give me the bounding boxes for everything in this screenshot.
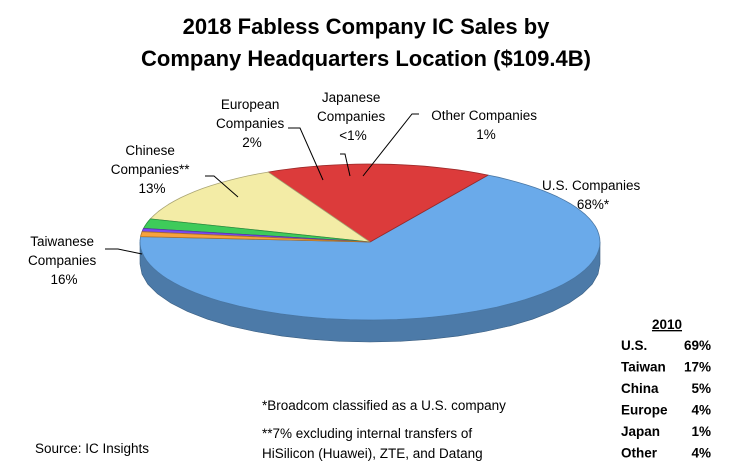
label-japan-line2: Companies — [317, 109, 386, 124]
label-other-name: Other Companies — [431, 108, 537, 123]
leader-lines — [105, 113, 419, 255]
label-japan-value: <1% — [339, 128, 366, 143]
label-taiwan-value: 16% — [50, 272, 77, 287]
label-japan: Japanese Companies <1% — [317, 90, 389, 143]
table-2010-region: China — [621, 381, 659, 396]
table-2010-value: 1% — [691, 424, 711, 439]
table-2010-header: 2010 — [652, 317, 682, 332]
table-2010-region: U.S. — [621, 338, 647, 353]
leader-line-china — [205, 175, 239, 198]
table-2010: 2010 U.S. 69% Taiwan 17% China 5% Europe 4% Japa… — [621, 317, 711, 461]
leader-line-japan — [340, 153, 351, 177]
table-2010-region: Other — [621, 446, 658, 461]
label-europe: European Companies 2% — [216, 97, 288, 150]
label-us: U.S. Companies 68%* — [542, 178, 644, 212]
table-2010-value: 4% — [691, 403, 711, 418]
table-2010-rows: U.S. 69% Taiwan 17% China 5% Europe 4% Japan 1% Ot… — [621, 338, 711, 461]
table-2010-value: 17% — [684, 360, 711, 375]
label-china: Chinese Companies** 13% — [111, 143, 194, 196]
label-taiwan: Taiwanese Companies 16% — [28, 234, 100, 287]
leader-line-europe — [288, 127, 324, 181]
label-europe-value: 2% — [242, 135, 262, 150]
pie-slice-european — [143, 218, 371, 243]
leader-line-taiwan — [105, 248, 143, 255]
label-china-line1: Chinese — [125, 143, 175, 158]
label-japan-line1: Japanese — [322, 90, 381, 105]
pie-top — [139, 163, 601, 321]
pie-slice-taiwanese — [267, 163, 489, 243]
pie-slice-other — [140, 231, 371, 243]
label-taiwan-line2: Companies — [28, 253, 97, 268]
label-europe-line2: Companies — [216, 116, 285, 131]
label-other: Other Companies 1% — [431, 108, 541, 142]
table-2010-region: Europe — [621, 403, 668, 418]
chart-title-line-2: Company Headquarters Location ($109.4B) — [141, 46, 591, 71]
pie-slice-us — [139, 174, 601, 321]
source-note: Source: IC Insights — [35, 441, 149, 456]
label-china-line2: Companies** — [111, 162, 191, 177]
table-2010-region: Taiwan — [621, 360, 666, 375]
label-europe-line1: European — [221, 97, 280, 112]
table-2010-value: 69% — [684, 338, 711, 353]
footnotes: *Broadcom classified as a U.S. company *… — [262, 398, 506, 461]
leader-line-other — [362, 113, 419, 177]
label-us-value: 68%* — [577, 197, 610, 212]
label-china-value: 13% — [138, 181, 165, 196]
table-2010-value: 4% — [691, 446, 711, 461]
label-other-value: 1% — [476, 127, 496, 142]
chart-title-line-1: 2018 Fabless Company IC Sales by — [183, 14, 551, 39]
slice-labels: U.S. Companies 68%* Taiwanese Companies … — [28, 90, 644, 287]
footnote-broadcom: *Broadcom classified as a U.S. company — [262, 398, 506, 413]
footnote-china-2: HiSilicon (Huawei), ZTE, and Datang — [262, 446, 483, 461]
table-2010-value: 5% — [691, 381, 711, 396]
label-taiwan-line1: Taiwanese — [30, 234, 94, 249]
footnote-china-1: **7% excluding internal transfers of — [262, 426, 472, 441]
table-2010-region: Japan — [621, 424, 660, 439]
label-us-name: U.S. Companies — [542, 178, 641, 193]
